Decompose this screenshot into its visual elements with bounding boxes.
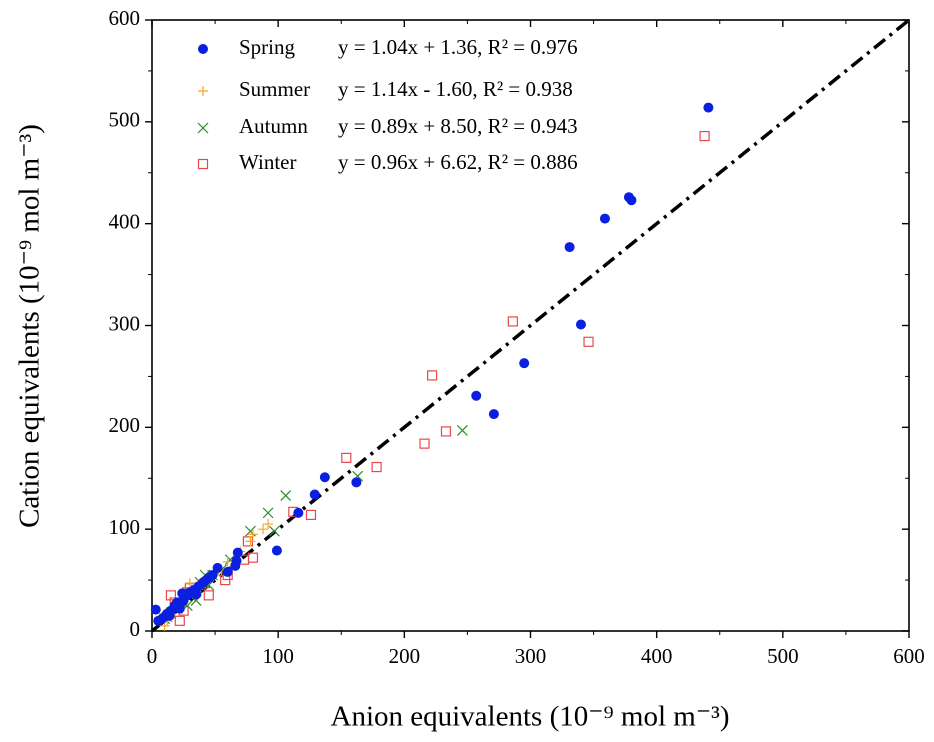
legend-marker <box>197 158 209 170</box>
point <box>519 358 530 369</box>
legend-label: Autumn <box>239 114 308 138</box>
point <box>268 525 280 537</box>
x-tick-label: 600 <box>893 644 925 668</box>
legend-label: Summer <box>239 77 310 101</box>
point <box>280 490 292 501</box>
legend-marker <box>198 86 208 96</box>
point <box>440 426 452 437</box>
point <box>245 536 256 547</box>
x-axis-title: Anion equivalents (10⁻⁹ mol m⁻³) <box>331 701 730 733</box>
point <box>263 519 274 530</box>
point <box>203 590 214 601</box>
y-tick-label: 600 <box>109 6 141 30</box>
point <box>247 552 259 563</box>
point <box>319 472 330 483</box>
point <box>341 452 352 463</box>
point <box>351 477 362 488</box>
point <box>150 604 161 615</box>
point <box>174 603 185 614</box>
point <box>426 370 438 381</box>
point <box>191 589 202 600</box>
point <box>456 424 468 436</box>
point <box>212 562 223 573</box>
point <box>222 566 233 577</box>
legend-equation: y = 1.04x + 1.36, R² = 0.976 <box>338 35 578 59</box>
point <box>488 409 499 420</box>
y-tick-label: 500 <box>109 108 141 132</box>
legend-marker <box>198 44 208 54</box>
point <box>419 438 430 449</box>
point <box>371 461 382 473</box>
point <box>507 316 518 327</box>
legend-label: Winter <box>239 150 296 174</box>
point <box>232 547 243 558</box>
point <box>174 615 185 626</box>
point <box>471 390 482 401</box>
point <box>153 615 164 626</box>
x-tick-label: 500 <box>767 644 799 668</box>
x-tick-label: 400 <box>641 644 673 668</box>
point <box>293 507 304 518</box>
legend-label: Spring <box>239 35 296 59</box>
y-tick-label: 100 <box>109 515 141 539</box>
y-tick-label: 0 <box>130 617 141 641</box>
point <box>247 529 258 540</box>
x-tick-label: 300 <box>515 644 547 668</box>
point <box>184 578 195 589</box>
x-tick-label: 0 <box>147 644 158 668</box>
reference-line <box>150 18 911 633</box>
point <box>164 610 175 621</box>
point <box>583 336 594 347</box>
legend-equation: y = 0.96x + 6.62, R² = 0.886 <box>338 150 578 174</box>
y-tick-label: 400 <box>109 209 141 233</box>
point <box>564 242 575 253</box>
point <box>262 507 274 519</box>
x-tick-label: 100 <box>262 644 294 668</box>
legend-marker <box>197 122 209 134</box>
x-tick-label: 200 <box>389 644 421 668</box>
y-axis-title: Cation equivalents (10⁻⁹ mol m⁻³) <box>14 124 46 528</box>
point <box>222 556 233 567</box>
point <box>309 489 320 500</box>
point <box>165 590 177 601</box>
legend-equation: y = 0.89x + 8.50, R² = 0.943 <box>338 114 578 138</box>
point <box>699 130 710 142</box>
point <box>230 560 241 571</box>
y-tick-label: 200 <box>109 413 141 437</box>
point <box>575 319 586 330</box>
point <box>599 213 610 224</box>
point <box>305 509 317 521</box>
point <box>258 524 269 535</box>
legend-equation: y = 1.14x - 1.60, R² = 0.938 <box>338 77 573 101</box>
point <box>626 195 637 206</box>
point <box>271 545 282 556</box>
y-tick-label: 300 <box>109 311 141 335</box>
point <box>703 102 714 113</box>
